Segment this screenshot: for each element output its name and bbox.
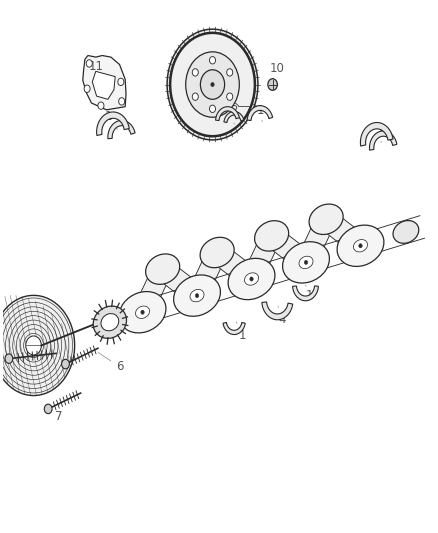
Ellipse shape — [141, 310, 144, 314]
Text: 1: 1 — [305, 285, 314, 302]
Text: 8: 8 — [36, 300, 48, 312]
Ellipse shape — [359, 244, 362, 248]
Ellipse shape — [119, 292, 166, 333]
Ellipse shape — [227, 69, 233, 76]
Ellipse shape — [119, 98, 125, 105]
Text: 6: 6 — [98, 352, 123, 373]
Text: 7: 7 — [55, 403, 63, 423]
Polygon shape — [92, 71, 115, 99]
Polygon shape — [321, 209, 366, 256]
Text: 1: 1 — [105, 110, 117, 130]
Polygon shape — [83, 55, 126, 110]
Polygon shape — [224, 111, 244, 123]
Polygon shape — [298, 214, 334, 268]
Ellipse shape — [167, 29, 258, 140]
Ellipse shape — [145, 254, 180, 284]
Text: 3: 3 — [378, 125, 385, 142]
Ellipse shape — [84, 85, 90, 92]
Ellipse shape — [209, 105, 215, 112]
Polygon shape — [370, 131, 397, 150]
Ellipse shape — [200, 237, 234, 268]
Polygon shape — [262, 302, 293, 320]
Text: 1: 1 — [256, 104, 264, 122]
Text: 5: 5 — [131, 298, 140, 318]
Circle shape — [44, 404, 52, 414]
Text: 10: 10 — [270, 62, 285, 79]
Polygon shape — [247, 106, 272, 120]
Ellipse shape — [227, 93, 233, 100]
Polygon shape — [243, 230, 280, 285]
Ellipse shape — [195, 294, 199, 298]
Ellipse shape — [186, 52, 239, 117]
Ellipse shape — [393, 221, 419, 243]
Text: 9: 9 — [209, 57, 216, 77]
Text: 4: 4 — [278, 306, 286, 326]
Circle shape — [5, 354, 13, 364]
Ellipse shape — [209, 56, 215, 64]
Ellipse shape — [309, 204, 343, 235]
Text: 1: 1 — [236, 322, 247, 342]
Polygon shape — [189, 247, 226, 301]
Polygon shape — [360, 123, 393, 146]
Circle shape — [62, 359, 69, 369]
Ellipse shape — [228, 259, 275, 300]
Ellipse shape — [192, 69, 198, 76]
Ellipse shape — [98, 102, 104, 109]
Polygon shape — [212, 243, 257, 289]
Polygon shape — [97, 112, 129, 135]
Ellipse shape — [86, 60, 92, 67]
Ellipse shape — [299, 256, 313, 269]
Polygon shape — [158, 260, 202, 305]
Polygon shape — [223, 322, 245, 335]
Ellipse shape — [101, 313, 119, 331]
Ellipse shape — [337, 225, 384, 266]
Text: 2: 2 — [230, 104, 238, 124]
Ellipse shape — [0, 295, 74, 395]
Text: 11: 11 — [88, 60, 104, 77]
Ellipse shape — [26, 336, 41, 355]
Ellipse shape — [250, 277, 253, 281]
Polygon shape — [108, 120, 135, 139]
Ellipse shape — [201, 70, 225, 99]
Polygon shape — [215, 107, 239, 120]
Polygon shape — [293, 286, 318, 301]
Ellipse shape — [190, 289, 204, 302]
Polygon shape — [134, 263, 171, 318]
Ellipse shape — [244, 273, 258, 285]
Ellipse shape — [135, 306, 149, 318]
Polygon shape — [267, 226, 311, 272]
Ellipse shape — [254, 221, 289, 251]
Ellipse shape — [268, 79, 277, 90]
Ellipse shape — [192, 93, 198, 100]
Ellipse shape — [304, 260, 308, 264]
Ellipse shape — [173, 275, 220, 316]
Ellipse shape — [353, 239, 367, 252]
Ellipse shape — [93, 306, 127, 338]
Ellipse shape — [118, 78, 124, 86]
Ellipse shape — [283, 241, 329, 283]
Ellipse shape — [211, 83, 214, 87]
